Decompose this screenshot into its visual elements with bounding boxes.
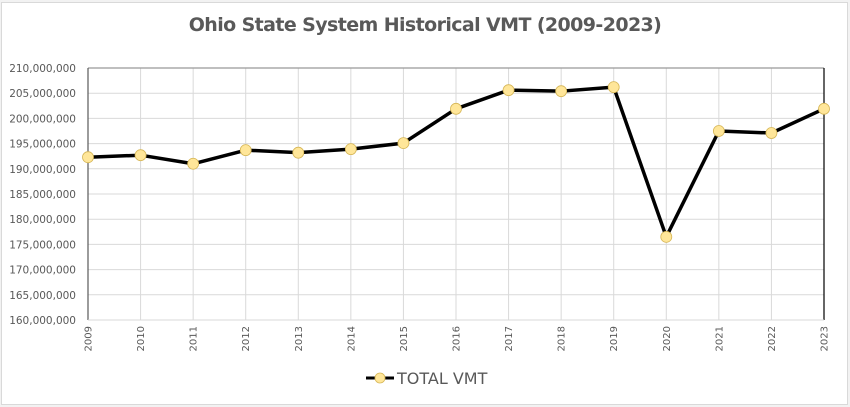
data-point-2013 — [292, 146, 305, 159]
data-point-2015 — [397, 137, 410, 149]
y-tick-label: 185,000,000 — [9, 189, 76, 201]
y-tick-label: 165,000,000 — [9, 290, 76, 302]
x-tick-label: 2015 — [399, 326, 410, 351]
y-tick-label: 190,000,000 — [9, 164, 76, 176]
y-tick-label: 180,000,000 — [9, 214, 76, 226]
data-point-2016 — [450, 102, 462, 115]
data-point-2019 — [607, 81, 620, 94]
y-tick-label: 195,000,000 — [9, 139, 76, 151]
x-tick-label: 2016 — [452, 326, 463, 351]
data-point-2018 — [555, 85, 568, 98]
axes — [87, 67, 825, 321]
x-tick-label: 2012 — [241, 326, 252, 351]
legend-label: TOTAL VMT — [397, 368, 488, 388]
x-tick-label: 2018 — [557, 326, 568, 351]
y-tick-label: 210,000,000 — [9, 63, 76, 75]
data-point-2011 — [187, 157, 200, 170]
legend: TOTAL VMT — [365, 367, 487, 389]
data-point-2022 — [765, 127, 778, 139]
x-tick-label: 2023 — [820, 326, 831, 351]
y-axis-ticks: 160,000,000 165,000,000 170,000,000 175,000… — [9, 63, 76, 327]
legend-marker-icon — [366, 372, 394, 384]
y-tick-label: 200,000,000 — [9, 113, 76, 125]
x-tick-label: 2022 — [767, 326, 778, 351]
data-point-2012 — [239, 144, 252, 157]
x-tick-label: 2011 — [189, 326, 200, 351]
x-tick-label: 2013 — [294, 326, 305, 351]
series-total-vmt — [82, 81, 830, 243]
data-point-2017 — [502, 84, 515, 97]
x-tick-label: 2017 — [504, 326, 515, 351]
x-tick-label: 2021 — [714, 326, 725, 351]
y-tick-label: 170,000,000 — [9, 265, 76, 277]
y-tick-label: 205,000,000 — [9, 88, 76, 100]
data-point-2023 — [818, 102, 830, 115]
data-point-2010 — [134, 149, 147, 162]
data-point-2020 — [660, 230, 673, 243]
data-point-2021 — [712, 125, 725, 137]
y-tick-label: 175,000,000 — [9, 239, 76, 251]
x-tick-label: 2010 — [136, 326, 147, 351]
data-point-2014 — [344, 143, 357, 156]
y-tick-label: 160,000,000 — [9, 315, 76, 327]
x-tick-label: 2009 — [84, 326, 95, 351]
data-point-2009 — [82, 151, 94, 164]
x-axis-ticks: 2009 2010 2011 2012 2013 2014 2015 2016 2017 2018… — [84, 326, 831, 351]
x-tick-label: 2019 — [609, 326, 620, 351]
x-tick-label: 2020 — [662, 326, 673, 351]
x-tick-label: 2014 — [346, 326, 357, 351]
chart-title: Ohio State System Historical VMT (2009-2… — [188, 14, 662, 36]
